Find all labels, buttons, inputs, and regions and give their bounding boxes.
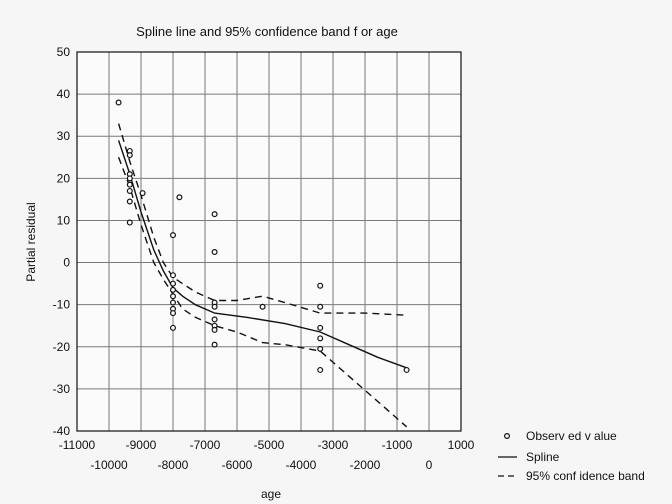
x-tick-label: -9000	[126, 438, 157, 452]
observed-point	[170, 280, 177, 287]
y-tick-label: 20	[57, 171, 71, 185]
observed-point	[170, 299, 177, 306]
y-tick-labels: 50 40 30 20 10 0 -10 -20 -30 -40	[53, 45, 71, 438]
y-tick-label: 10	[57, 213, 71, 227]
observed-point	[211, 211, 218, 218]
y-tick-label: -40	[53, 424, 71, 438]
x-tick-label: -11000	[59, 438, 96, 452]
y-tick-label: -10	[53, 298, 71, 312]
x-tick-label: -2000	[350, 458, 381, 472]
legend-label-band: 95% conf idence band	[526, 469, 645, 483]
series-line-band-lower	[117, 157, 408, 428]
chart-title: Spline line and 95% confidence band f or…	[136, 24, 398, 39]
observed-point	[126, 219, 133, 226]
observed-point	[170, 293, 177, 300]
observed-point	[259, 303, 266, 310]
observed-point	[126, 175, 133, 182]
x-tick-label: 1000	[448, 438, 475, 452]
x-tick-label: -7000	[190, 438, 221, 452]
observed-point	[170, 232, 177, 239]
observed-point	[317, 282, 324, 289]
observed-point	[126, 187, 133, 194]
legend-label-observed: Observ ed v alue	[526, 429, 617, 443]
observed-point	[211, 303, 218, 310]
x-tick-label: -5000	[254, 438, 285, 452]
x-tick-label: -1000	[382, 438, 413, 452]
legend-label-spline: Spline	[526, 450, 560, 464]
observed-point	[211, 249, 218, 256]
x-tick-label: -8000	[158, 458, 189, 472]
grid-lines	[77, 52, 461, 431]
x-tick-label: 0	[426, 458, 433, 472]
observed-point	[317, 335, 324, 342]
x-tick-labels: -11000 -9000 -7000 -5000 -3000 -1000 1000 -1000…	[59, 438, 475, 472]
observed-point	[139, 190, 146, 197]
x-tick-label: -6000	[222, 458, 253, 472]
series-lines	[117, 123, 408, 428]
legend-marker-observed	[504, 433, 511, 440]
observed-point	[317, 324, 324, 331]
observed-point	[317, 303, 324, 310]
y-tick-label: 40	[57, 87, 71, 101]
observed-point	[211, 326, 218, 333]
y-tick-label: 30	[57, 129, 71, 143]
observed-point	[170, 310, 177, 317]
observed-point	[176, 194, 183, 201]
x-axis-label: age	[261, 487, 281, 501]
y-tick-label: -30	[53, 382, 71, 396]
plot-frame	[76, 51, 462, 432]
observed-point	[317, 366, 324, 373]
y-tick-label: 0	[63, 256, 70, 270]
observed-point	[126, 181, 133, 188]
observed-point	[211, 341, 218, 348]
series-line-spline	[117, 140, 407, 369]
observed-point	[170, 286, 177, 293]
observed-point	[403, 366, 410, 373]
observed-point	[126, 198, 133, 205]
x-tick-label: -10000	[90, 458, 128, 472]
observed-point	[126, 152, 133, 159]
y-tick-label: 50	[57, 45, 71, 59]
observed-point	[211, 316, 218, 323]
observed-point	[317, 345, 324, 352]
observed-point	[170, 272, 177, 279]
y-tick-label: -20	[53, 340, 71, 354]
y-axis-label: Partial residual	[24, 202, 38, 281]
series-line-band-upper	[117, 123, 407, 316]
x-tick-label: -3000	[318, 438, 349, 452]
observed-point	[170, 324, 177, 331]
observed-point	[115, 99, 122, 106]
observed-points	[115, 99, 410, 373]
x-tick-label: -4000	[286, 458, 317, 472]
legend: Observ ed v alue Spline 95% conf idence …	[498, 429, 645, 483]
